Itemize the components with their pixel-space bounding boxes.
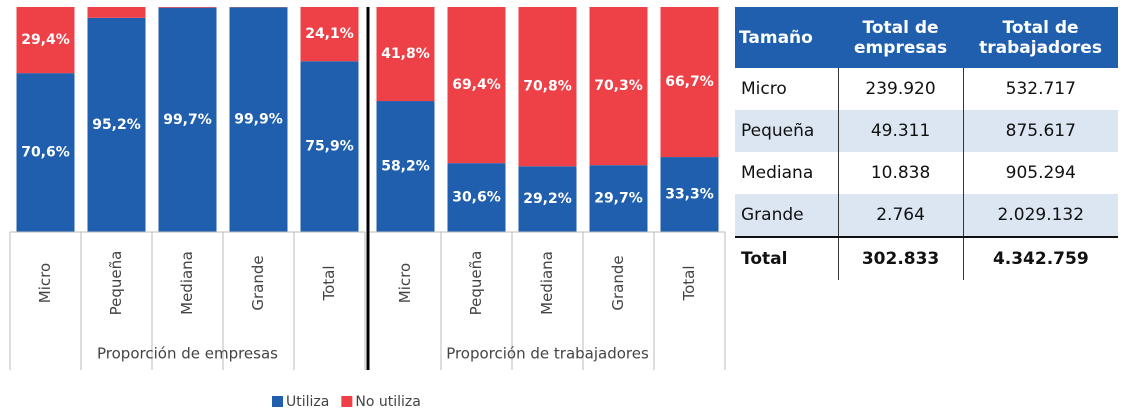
data-label: 70,6% <box>21 145 70 161</box>
table-cell: 875.617 <box>962 110 1118 152</box>
data-label: 95,2% <box>92 117 141 133</box>
bar-segment <box>660 157 719 232</box>
legend-label: Utiliza <box>286 394 329 410</box>
chart: 70,6% 29,4% Micro 95,2% Pequeña 99,7% Mediana 9… <box>9 7 726 410</box>
x-tick-label: Grande <box>609 255 627 310</box>
column-header: Total de empresas <box>838 7 964 68</box>
bar-segment <box>300 61 359 232</box>
table-row: Grande 2.764 2.029.132 <box>735 194 1118 237</box>
bar-segment <box>16 7 75 74</box>
x-tick-label: Micro <box>396 263 414 303</box>
summary-table: Tamaño Total de empresas Total de trabajad… <box>735 7 1118 280</box>
bar-segment <box>87 17 146 232</box>
table-cell: Total <box>735 236 838 280</box>
x-tick-label: Pequeña <box>107 251 125 316</box>
bar-segment <box>158 7 217 8</box>
bar-segment <box>518 7 577 167</box>
data-label: 41,8% <box>381 46 430 62</box>
data-label: 33,3% <box>665 187 714 203</box>
table-cell: 239.920 <box>837 68 964 110</box>
group-label: Proporción de trabajadores <box>446 345 649 363</box>
bar-segment <box>589 165 648 232</box>
bar-segment <box>447 163 506 232</box>
data-label: 99,7% <box>163 112 212 128</box>
x-tick-label: Total <box>680 265 698 301</box>
bar-segment <box>87 7 146 18</box>
table-cell: 49.311 <box>837 110 964 152</box>
bar-segment <box>158 7 217 232</box>
bar-segment <box>376 7 435 102</box>
table-cell: Micro <box>741 79 787 99</box>
bar-segment <box>16 73 75 233</box>
data-label: 29,2% <box>523 191 572 207</box>
table-row: Mediana 10.838 905.294 <box>735 152 1118 194</box>
table-cell: 905.294 <box>962 152 1118 194</box>
bar-segment <box>518 166 577 232</box>
bar-segment <box>376 101 435 232</box>
bar-segment <box>229 7 288 232</box>
bar-segment <box>660 7 719 158</box>
group-label: Proporción de empresas <box>97 345 278 363</box>
data-label: 66,7% <box>665 74 714 90</box>
table-cell: Grande <box>735 194 838 237</box>
table-row: Micro 239.920 532.717 <box>735 68 1118 110</box>
column-header: Tamaño <box>735 7 838 68</box>
table-cell: 2.029.132 <box>962 194 1118 237</box>
x-tick-label: Micro <box>36 263 54 303</box>
data-label: 58,2% <box>381 159 430 175</box>
x-tick-label: Mediana <box>538 251 556 315</box>
data-label: 29,7% <box>594 191 643 207</box>
table-cell: 10.838 <box>837 152 964 194</box>
data-label: 99,9% <box>234 112 283 128</box>
table-cell: 302.833 <box>837 236 964 280</box>
table-cell: 532.717 <box>962 68 1118 110</box>
legend-swatch <box>341 396 353 407</box>
table-row: Pequeña 49.311 875.617 <box>735 110 1118 152</box>
legend-swatch <box>272 396 283 407</box>
data-label: 69,4% <box>452 77 501 93</box>
column-header: Total de trabajadores <box>963 7 1118 68</box>
table-body: Micro 239.920 532.717 Pequeña 49.311 875.617 M… <box>735 68 1118 280</box>
legend-label: No utiliza <box>355 394 420 410</box>
header-row: Tamaño Total de empresas Total de trabajad… <box>735 7 1118 68</box>
table-cell: 4.342.759 <box>962 236 1118 280</box>
data-label: 75,9% <box>305 139 354 155</box>
x-tick-label: Total <box>320 265 338 301</box>
table-cell: 2.764 <box>837 194 964 237</box>
x-tick-label: Mediana <box>178 251 196 315</box>
data-label: 24,1% <box>305 26 354 42</box>
x-tick-label: Grande <box>249 255 267 310</box>
table-cell: Mediana <box>741 163 814 183</box>
data-label: 70,8% <box>523 79 572 95</box>
x-tick-label: Pequeña <box>467 251 485 316</box>
data-label: 29,4% <box>21 32 70 48</box>
data-label: 70,3% <box>594 78 643 94</box>
data-label: 30,6% <box>452 190 501 206</box>
table-row: Total 302.833 4.342.759 <box>735 236 1118 280</box>
bar-segment <box>300 7 359 62</box>
table-cell: Pequeña <box>735 110 838 152</box>
bar-segment <box>447 7 506 164</box>
bar-segment <box>589 7 648 166</box>
